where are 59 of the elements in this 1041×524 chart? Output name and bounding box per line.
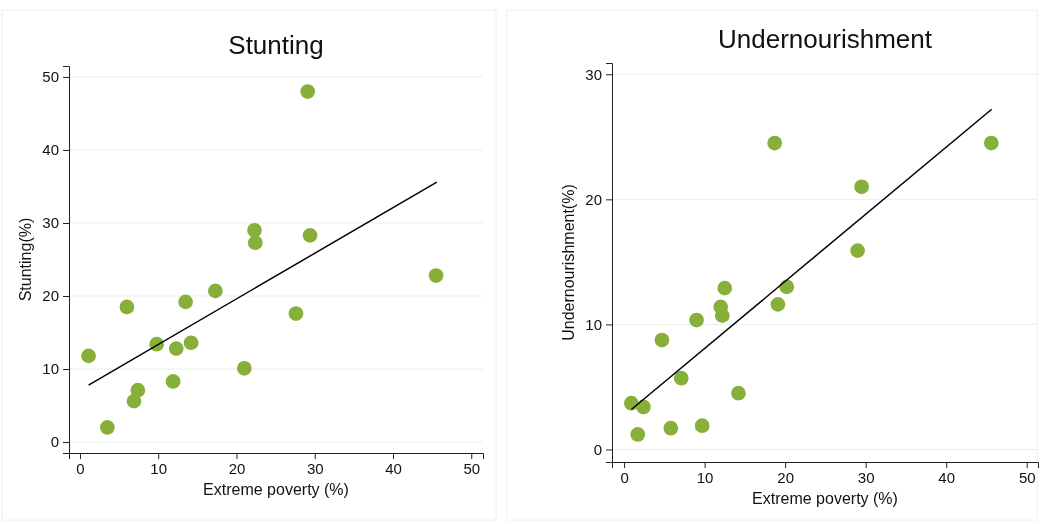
y-tick-label: 10 xyxy=(585,315,602,333)
x-tick-label: 30 xyxy=(857,468,875,486)
y-tick-label: 50 xyxy=(42,68,59,86)
point xyxy=(99,420,115,435)
point xyxy=(81,348,96,364)
y-tick-label: 20 xyxy=(585,190,602,208)
point xyxy=(689,312,704,328)
x-tick-label: 10 xyxy=(696,468,714,486)
point xyxy=(717,280,733,296)
x-tick-label: 20 xyxy=(777,468,794,486)
point xyxy=(663,420,679,436)
point xyxy=(130,382,146,398)
x-tick-label: 0 xyxy=(76,459,85,477)
y-tick-label: 30 xyxy=(585,65,602,83)
point xyxy=(183,335,199,351)
point xyxy=(236,360,252,376)
point xyxy=(854,179,869,195)
x-tick-label: 50 xyxy=(463,459,481,477)
point xyxy=(302,228,318,243)
x-axis-title: Extreme poverty (%) xyxy=(203,481,349,498)
y-tick-label: 0 xyxy=(50,433,59,451)
y-axis-title: Undernourishment(%) xyxy=(560,184,577,341)
point xyxy=(165,374,181,389)
point xyxy=(767,135,783,151)
y-tick-label: 0 xyxy=(593,440,602,458)
point xyxy=(288,306,304,321)
x-tick-label: 10 xyxy=(150,459,168,477)
point xyxy=(630,427,646,442)
x-tick-label: 50 xyxy=(1018,468,1036,486)
point xyxy=(694,418,710,434)
point xyxy=(636,399,651,415)
chart-title: Stunting xyxy=(228,30,324,60)
point xyxy=(300,84,316,99)
point xyxy=(770,297,786,312)
x-tick-label: 40 xyxy=(938,468,956,486)
point xyxy=(119,299,135,315)
point xyxy=(983,135,999,151)
y-tick-label: 20 xyxy=(42,287,59,305)
point xyxy=(178,294,193,310)
x-tick-label: 20 xyxy=(228,459,246,477)
point xyxy=(731,385,746,401)
point xyxy=(247,235,263,251)
point xyxy=(654,332,670,348)
x-tick-label: 0 xyxy=(620,468,629,486)
x-axis-title: Extreme poverty (%) xyxy=(752,490,898,507)
point xyxy=(673,370,689,386)
point xyxy=(714,308,730,323)
point xyxy=(247,222,262,238)
x-tick-label: 40 xyxy=(385,459,402,477)
y-tick-label: 30 xyxy=(42,214,59,232)
point xyxy=(168,341,184,356)
chart-title: Undernourishment xyxy=(718,24,933,54)
y-axis-title: Stunting(%) xyxy=(17,217,34,302)
y-tick-label: 40 xyxy=(42,141,59,159)
x-tick-label: 30 xyxy=(306,459,324,477)
point xyxy=(428,268,444,283)
point xyxy=(850,243,865,258)
point xyxy=(207,283,223,299)
y-tick-label: 10 xyxy=(42,360,59,378)
